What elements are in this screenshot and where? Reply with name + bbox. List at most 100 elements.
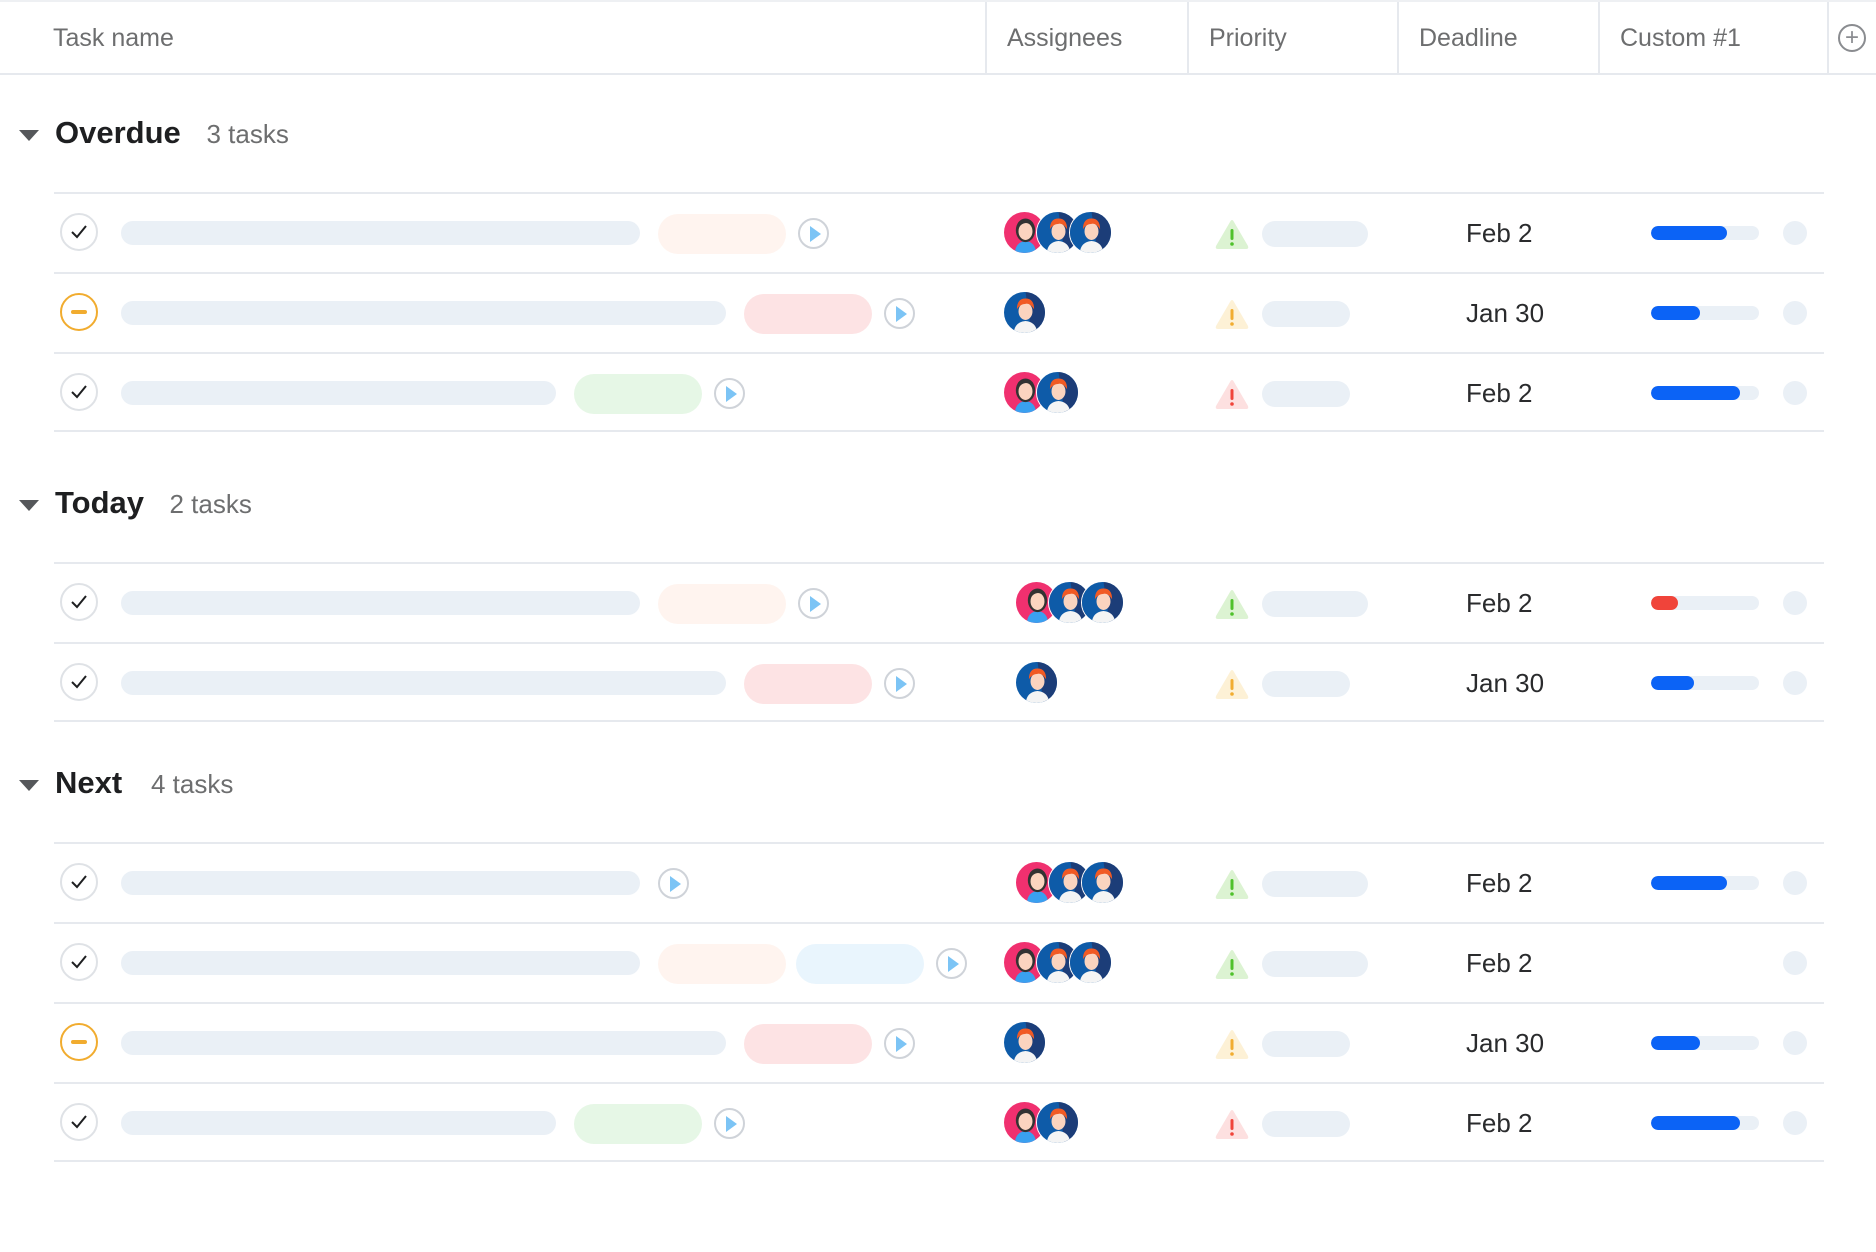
progress-bar[interactable]	[1651, 1116, 1759, 1130]
row-options-dot[interactable]	[1783, 1111, 1807, 1135]
progress-bar[interactable]	[1651, 876, 1759, 890]
progress-bar[interactable]	[1651, 306, 1759, 320]
tag-pill-blue[interactable]	[796, 944, 924, 984]
task-name-placeholder[interactable]	[121, 381, 556, 405]
play-subtasks-icon[interactable]	[884, 1028, 915, 1059]
task-name-placeholder[interactable]	[121, 1031, 726, 1055]
tag-pill-green[interactable]	[574, 1104, 702, 1144]
task-row[interactable]: Jan 30	[54, 272, 1824, 352]
collapse-caret-icon[interactable]	[19, 500, 39, 511]
tag-pill-peach[interactable]	[658, 214, 786, 254]
task-row[interactable]: Feb 2	[54, 842, 1824, 922]
progress-bar[interactable]	[1651, 1036, 1759, 1050]
complete-checkbox[interactable]	[60, 1103, 98, 1141]
task-name-placeholder[interactable]	[121, 1111, 556, 1135]
assignees-stack[interactable]	[1015, 861, 1124, 904]
complete-checkbox[interactable]	[60, 583, 98, 621]
pending-status-button[interactable]	[60, 293, 98, 331]
task-row[interactable]: Feb 2	[54, 1082, 1824, 1162]
progress-bar[interactable]	[1651, 676, 1759, 690]
task-row[interactable]: Feb 2	[54, 922, 1824, 1002]
task-row[interactable]: Jan 30	[54, 642, 1824, 722]
row-options-dot[interactable]	[1783, 301, 1807, 325]
task-name-placeholder[interactable]	[121, 951, 640, 975]
complete-checkbox[interactable]	[60, 663, 98, 701]
assignees-stack[interactable]	[1015, 581, 1124, 624]
play-subtasks-icon[interactable]	[798, 218, 829, 249]
assignees-stack[interactable]	[1003, 291, 1046, 334]
column-header-deadline[interactable]: Deadline	[1397, 2, 1598, 75]
tag-pill-pink[interactable]	[744, 294, 872, 334]
priority-label-placeholder[interactable]	[1262, 671, 1350, 697]
deadline-date[interactable]: Feb 2	[1466, 867, 1533, 898]
task-name-placeholder[interactable]	[121, 671, 726, 695]
priority-label-placeholder[interactable]	[1262, 1031, 1350, 1057]
assignees-stack[interactable]	[1003, 941, 1112, 984]
collapse-caret-icon[interactable]	[19, 130, 39, 141]
task-row[interactable]: Feb 2	[54, 352, 1824, 432]
task-row[interactable]: Feb 2	[54, 562, 1824, 642]
row-options-dot[interactable]	[1783, 221, 1807, 245]
tag-pill-pink[interactable]	[744, 664, 872, 704]
tag-pill-peach[interactable]	[658, 584, 786, 624]
priority-label-placeholder[interactable]	[1262, 591, 1368, 617]
progress-bar[interactable]	[1651, 386, 1759, 400]
assignees-stack[interactable]	[1015, 661, 1058, 704]
deadline-date[interactable]: Feb 2	[1466, 377, 1533, 408]
task-name-placeholder[interactable]	[121, 301, 726, 325]
row-options-dot[interactable]	[1783, 381, 1807, 405]
play-subtasks-icon[interactable]	[884, 298, 915, 329]
assignees-stack[interactable]	[1003, 371, 1079, 414]
priority-high-warning-icon[interactable]	[1214, 1108, 1250, 1140]
tag-pill-pink[interactable]	[744, 1024, 872, 1064]
priority-label-placeholder[interactable]	[1262, 951, 1368, 977]
row-options-dot[interactable]	[1783, 951, 1807, 975]
assignees-stack[interactable]	[1003, 211, 1112, 254]
row-options-dot[interactable]	[1783, 871, 1807, 895]
row-options-dot[interactable]	[1783, 1031, 1807, 1055]
play-subtasks-icon[interactable]	[658, 868, 689, 899]
pending-status-button[interactable]	[60, 1023, 98, 1061]
column-header-assignees[interactable]: Assignees	[985, 2, 1187, 75]
priority-medium-warning-icon[interactable]	[1214, 298, 1250, 330]
priority-label-placeholder[interactable]	[1262, 1111, 1350, 1137]
row-options-dot[interactable]	[1783, 671, 1807, 695]
deadline-date[interactable]: Feb 2	[1466, 947, 1533, 978]
task-name-placeholder[interactable]	[121, 221, 640, 245]
play-subtasks-icon[interactable]	[936, 948, 967, 979]
priority-medium-warning-icon[interactable]	[1214, 1028, 1250, 1060]
priority-high-warning-icon[interactable]	[1214, 378, 1250, 410]
play-subtasks-icon[interactable]	[714, 378, 745, 409]
deadline-date[interactable]: Jan 30	[1466, 297, 1545, 328]
task-name-placeholder[interactable]	[121, 871, 640, 895]
priority-medium-warning-icon[interactable]	[1214, 668, 1250, 700]
task-name-placeholder[interactable]	[121, 591, 640, 615]
column-header-custom-1[interactable]: Custom #1	[1598, 2, 1827, 75]
deadline-date[interactable]: Jan 30	[1466, 1027, 1545, 1058]
priority-low-warning-icon[interactable]	[1214, 588, 1250, 620]
progress-bar[interactable]	[1651, 596, 1759, 610]
complete-checkbox[interactable]	[60, 943, 98, 981]
collapse-caret-icon[interactable]	[19, 780, 39, 791]
assignees-stack[interactable]	[1003, 1101, 1079, 1144]
tag-pill-green[interactable]	[574, 374, 702, 414]
complete-checkbox[interactable]	[60, 373, 98, 411]
complete-checkbox[interactable]	[60, 213, 98, 251]
column-header-priority[interactable]: Priority	[1187, 2, 1397, 75]
priority-low-warning-icon[interactable]	[1214, 948, 1250, 980]
deadline-date[interactable]: Feb 2	[1466, 1107, 1533, 1138]
complete-checkbox[interactable]	[60, 863, 98, 901]
priority-label-placeholder[interactable]	[1262, 221, 1368, 247]
assignees-stack[interactable]	[1003, 1021, 1046, 1064]
plus-circle-icon[interactable]: +	[1838, 24, 1866, 52]
progress-bar[interactable]	[1651, 226, 1759, 240]
priority-label-placeholder[interactable]	[1262, 871, 1368, 897]
tag-pill-peach[interactable]	[658, 944, 786, 984]
deadline-date[interactable]: Feb 2	[1466, 587, 1533, 618]
task-row[interactable]: Feb 2	[54, 192, 1824, 272]
priority-low-warning-icon[interactable]	[1214, 218, 1250, 250]
priority-low-warning-icon[interactable]	[1214, 868, 1250, 900]
priority-label-placeholder[interactable]	[1262, 381, 1350, 407]
column-header-task-name[interactable]: Task name	[53, 24, 174, 52]
play-subtasks-icon[interactable]	[714, 1108, 745, 1139]
